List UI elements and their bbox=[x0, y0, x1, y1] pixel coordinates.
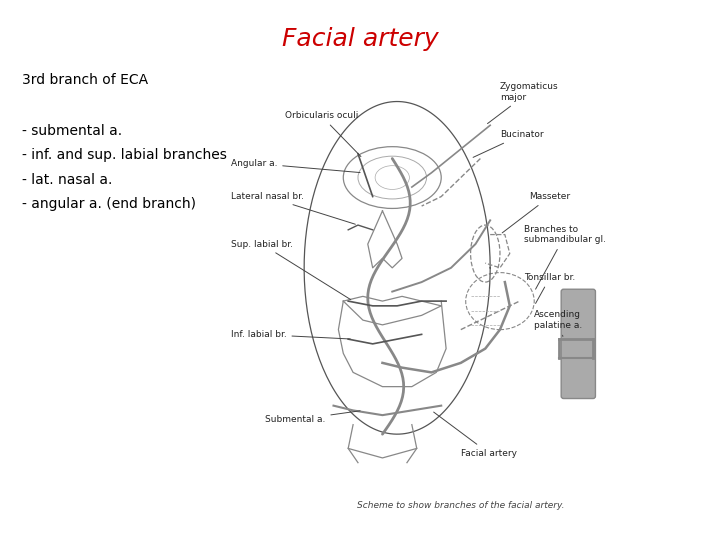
Text: Submental a.: Submental a. bbox=[265, 411, 360, 424]
Text: Facial artery: Facial artery bbox=[433, 412, 517, 458]
Text: Lateral nasal br.: Lateral nasal br. bbox=[230, 192, 356, 224]
FancyBboxPatch shape bbox=[561, 289, 595, 399]
Text: - inf. and sup. labial branches: - inf. and sup. labial branches bbox=[22, 148, 227, 163]
Text: - submental a.: - submental a. bbox=[22, 124, 122, 138]
Text: Facial artery: Facial artery bbox=[282, 27, 438, 51]
Text: Ascending
palatine a.: Ascending palatine a. bbox=[534, 310, 582, 336]
Text: Zygomaticus
major: Zygomaticus major bbox=[487, 82, 559, 124]
Text: Orbicularis oculi: Orbicularis oculi bbox=[284, 111, 361, 157]
Text: Bucinator: Bucinator bbox=[473, 130, 544, 157]
Text: Angular a.: Angular a. bbox=[230, 159, 360, 173]
Text: Inf. labial br.: Inf. labial br. bbox=[230, 330, 351, 339]
Text: 3rd branch of ECA: 3rd branch of ECA bbox=[22, 73, 148, 87]
Text: - lat. nasal a.: - lat. nasal a. bbox=[22, 173, 112, 187]
Text: Masseter: Masseter bbox=[502, 192, 570, 233]
Text: Tonsillar br.: Tonsillar br. bbox=[524, 273, 576, 303]
Text: Scheme to show branches of the facial artery.: Scheme to show branches of the facial ar… bbox=[357, 501, 564, 510]
Text: - angular a. (end branch): - angular a. (end branch) bbox=[22, 197, 196, 211]
Text: Branches to
submandibular gl.: Branches to submandibular gl. bbox=[524, 225, 606, 289]
Text: Sup. labial br.: Sup. labial br. bbox=[230, 240, 351, 300]
